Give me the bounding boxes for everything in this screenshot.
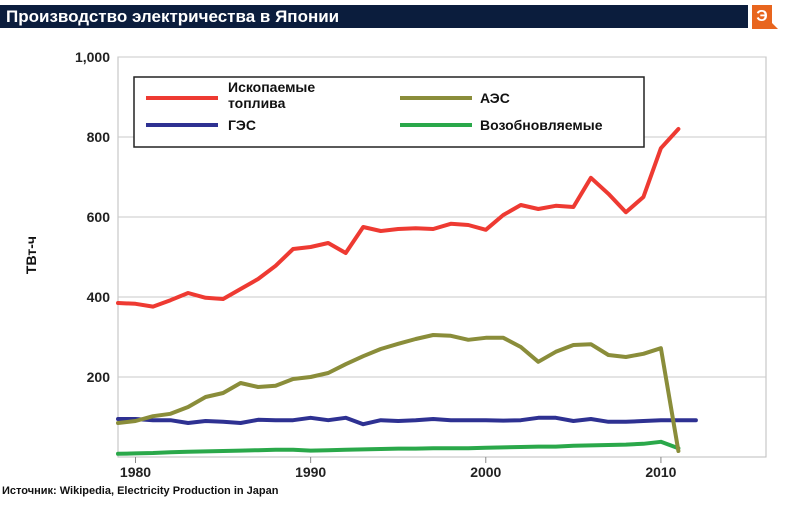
legend-label: АЭС: [480, 90, 510, 106]
series-line-2: [116, 333, 681, 453]
x-tick-label: 2000: [470, 464, 501, 480]
legend: Ископаемые топлива АЭС ГЭС Возобновляемые: [133, 76, 645, 148]
y-axis-label: ТВт-ч: [23, 236, 39, 274]
legend-label: Возобновляемые: [480, 117, 603, 133]
legend-box: [133, 76, 645, 148]
x-axis-ticks: 1980 1990 2000 2010: [120, 457, 677, 480]
source-note: Источник: Wikipedia, Electricity Product…: [2, 485, 279, 497]
series-line-3: [116, 415, 698, 427]
x-tick-label: 1980: [120, 464, 151, 480]
x-tick-label: 2010: [645, 464, 676, 480]
x-tick-label: 1990: [295, 464, 326, 480]
series-line-4: [116, 439, 681, 456]
legend-label: ГЭС: [228, 117, 256, 133]
y-tick-label: 200: [87, 369, 111, 385]
series-lines: [116, 127, 698, 456]
y-tick-label: 600: [87, 209, 111, 225]
y-tick-label: 400: [87, 289, 111, 305]
series-line-1: [116, 127, 681, 309]
chart-title: Производство электричества в Японии: [0, 5, 748, 28]
y-axis-ticks: 200 400 600 800 1,000: [75, 49, 110, 385]
publisher-logo: Э: [752, 5, 778, 29]
y-tick-label: 800: [87, 129, 111, 145]
y-tick-label: 1,000: [75, 49, 110, 65]
legend-label: Ископаемые топлива: [228, 79, 315, 111]
